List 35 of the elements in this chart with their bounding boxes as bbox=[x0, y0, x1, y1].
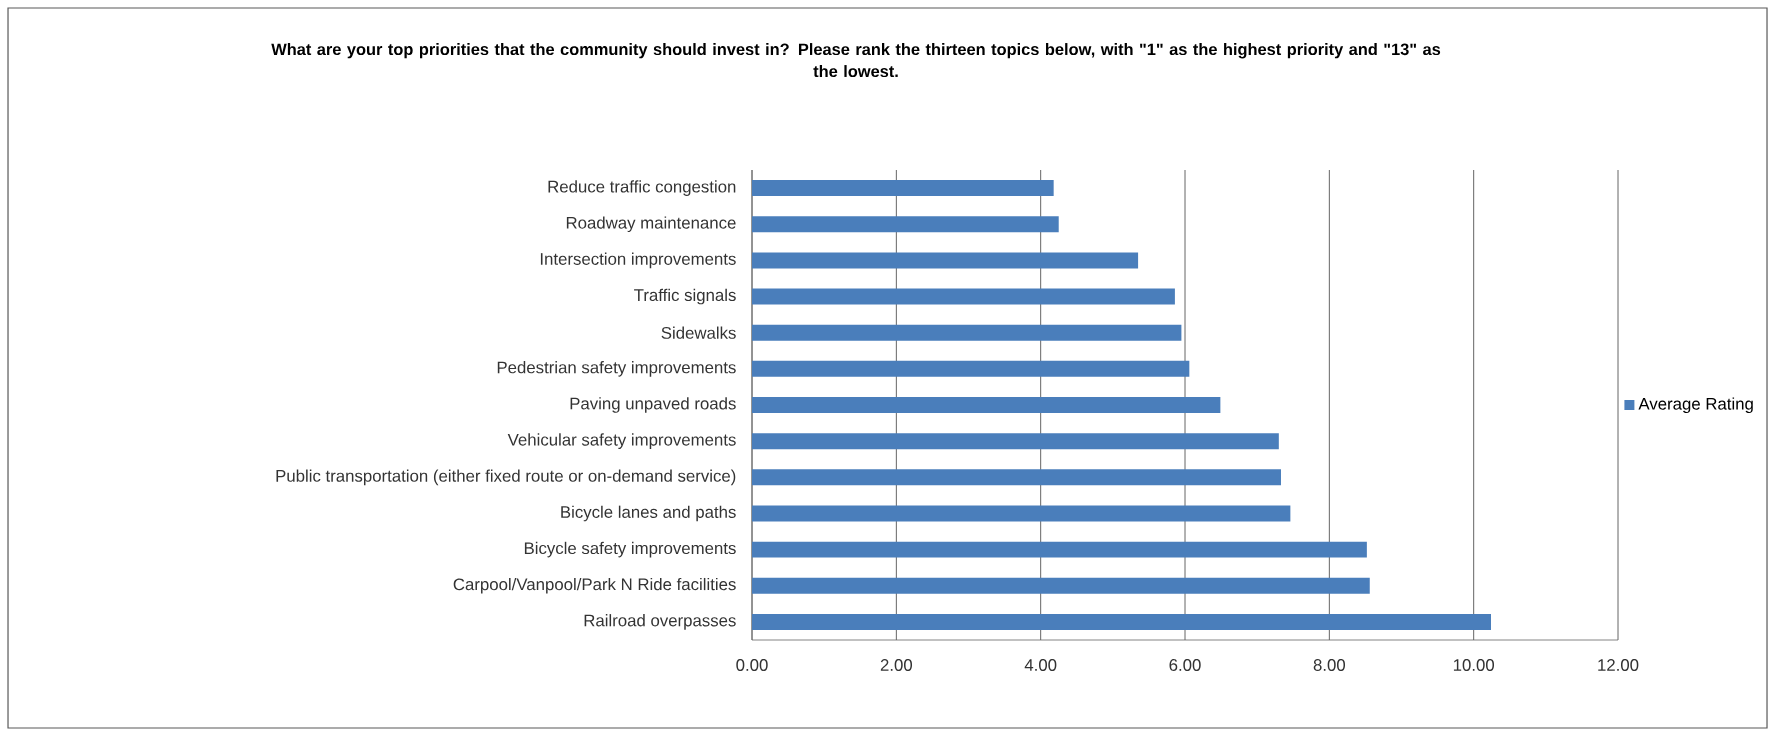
y-tick-label: Roadway maintenance bbox=[566, 216, 736, 233]
y-tick-label: Pedestrian safety improvements bbox=[497, 361, 736, 377]
legend-label: Average Rating bbox=[1638, 397, 1753, 414]
bar bbox=[752, 505, 1291, 522]
bar bbox=[752, 324, 1182, 341]
y-tick-label: Public transportation (either fixed route or on-demand service) bbox=[276, 469, 736, 486]
x-tick-label: 0.00 bbox=[736, 659, 768, 671]
y-tick-label: Bicycle lanes and paths bbox=[561, 505, 736, 522]
x-tick-label: 10.00 bbox=[1453, 659, 1495, 671]
x-tick-label: 6.00 bbox=[1169, 659, 1201, 671]
y-tick-label: Intersection improvements bbox=[540, 252, 736, 269]
bar bbox=[752, 541, 1367, 558]
x-tick-label: 2.00 bbox=[880, 659, 913, 671]
bar bbox=[752, 577, 1370, 594]
y-tick-label: Railroad overpasses bbox=[584, 614, 736, 630]
y-tick-label: Sidewalks bbox=[661, 326, 736, 339]
chart-title: What are your top priorities that the community should invest in? Please rank the thirteen topics below, with "1" as the highest priority and "13" as the lowest. bbox=[271, 43, 1441, 78]
x-tick-label: 12.00 bbox=[1598, 659, 1639, 671]
bar bbox=[752, 613, 1491, 630]
bar bbox=[752, 397, 1221, 414]
bar bbox=[752, 180, 1054, 197]
bar bbox=[752, 360, 1190, 377]
x-tick-label: 8.00 bbox=[1313, 659, 1346, 671]
bar bbox=[752, 469, 1281, 486]
y-tick-label: Reduce traffic congestion bbox=[548, 180, 736, 196]
x-tick-label: 4.00 bbox=[1024, 659, 1057, 671]
y-tick-label: Vehicular safety improvements bbox=[507, 433, 736, 449]
y-tick-label: Carpool/Vanpool/Park N Ride facilities bbox=[453, 577, 736, 594]
bar bbox=[752, 252, 1139, 269]
bar bbox=[752, 288, 1175, 305]
bar bbox=[752, 216, 1059, 233]
y-tick-label: Traffic signals bbox=[634, 288, 736, 305]
y-tick-label: Bicycle safety improvements bbox=[524, 541, 736, 558]
bar bbox=[752, 433, 1279, 450]
y-tick-label: Paving unpaved roads bbox=[570, 397, 736, 413]
